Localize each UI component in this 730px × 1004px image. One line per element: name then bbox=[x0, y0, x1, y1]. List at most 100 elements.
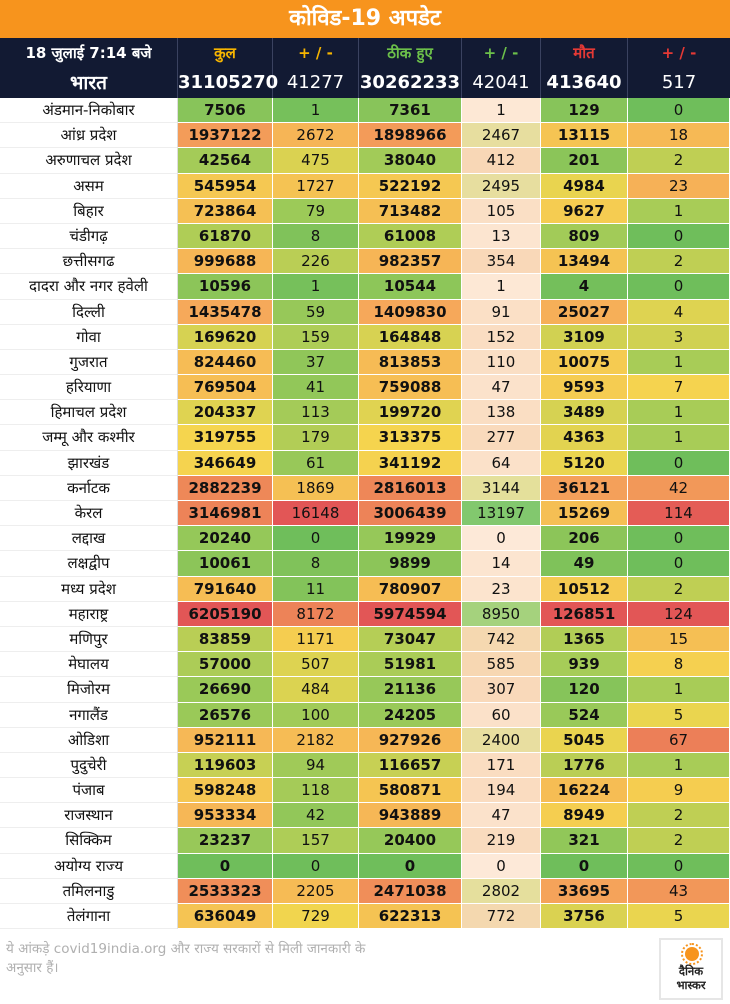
state-name: हिमाचल प्रदेश bbox=[0, 400, 178, 426]
table-row: हरियाणा 769504 41 759088 47 9593 7 bbox=[0, 375, 730, 401]
table-row: महाराष्ट्र 6205190 8172 5974594 8950 126851 12… bbox=[0, 601, 730, 627]
total-delta-cell: 2205 bbox=[273, 878, 359, 904]
recovered-cell: 10544 bbox=[359, 274, 462, 300]
total-delta-cell: 113 bbox=[273, 400, 359, 426]
total-delta-cell: 2672 bbox=[273, 123, 359, 149]
total-cell: 10061 bbox=[178, 551, 273, 577]
recovered-delta-cell: 91 bbox=[462, 299, 541, 325]
state-name: महाराष्ट्र bbox=[0, 601, 178, 627]
recovered-cell: 313375 bbox=[359, 425, 462, 451]
total-delta-cell: 61 bbox=[273, 450, 359, 476]
recovered-delta-cell: 138 bbox=[462, 400, 541, 426]
total-cell: 119603 bbox=[178, 752, 273, 779]
recovered-delta-cell: 2467 bbox=[462, 123, 541, 149]
national-total: 31105270 bbox=[178, 68, 278, 98]
deaths-delta-cell: 18 bbox=[628, 123, 730, 149]
recovered-delta-cell: 194 bbox=[462, 778, 541, 804]
state-name: मणिपुर bbox=[0, 626, 178, 653]
deaths-cell: 206 bbox=[541, 526, 628, 552]
total-delta-cell: 729 bbox=[273, 904, 359, 930]
deaths-delta-cell: 2 bbox=[628, 576, 730, 602]
total-delta-cell: 179 bbox=[273, 425, 359, 451]
table-row: ओडिशा 952111 2182 927926 2400 5045 67 bbox=[0, 727, 730, 753]
recovered-delta-cell: 1 bbox=[462, 274, 541, 300]
table-row: मध्य प्रदेश 791640 11 780907 23 10512 2 bbox=[0, 576, 730, 602]
deaths-delta-cell: 43 bbox=[628, 878, 730, 904]
recovered-delta-cell: 412 bbox=[462, 148, 541, 174]
total-delta-cell: 1869 bbox=[273, 475, 359, 501]
state-name: चंडीगढ़ bbox=[0, 223, 178, 250]
state-name: सिक्किम bbox=[0, 828, 178, 854]
state-name: केरल bbox=[0, 501, 178, 527]
deaths-delta-cell: 1 bbox=[628, 425, 730, 451]
table-row: सिक्किम 23237 157 20400 219 321 2 bbox=[0, 828, 730, 854]
deaths-delta-cell: 5 bbox=[628, 904, 730, 930]
recovered-cell: 61008 bbox=[359, 223, 462, 250]
deaths-delta-cell: 42 bbox=[628, 475, 730, 501]
state-name: दिल्ली bbox=[0, 299, 178, 325]
deaths-cell: 10512 bbox=[541, 576, 628, 602]
total-delta-cell: 1 bbox=[273, 274, 359, 300]
logo-line-1: दैनिक bbox=[678, 964, 704, 978]
table-row: जम्मू और कश्मीर 319755 179 313375 277 4363 1 bbox=[0, 425, 730, 451]
deaths-cell: 129 bbox=[541, 98, 628, 124]
table-row: झारखंड 346649 61 341192 64 5120 0 bbox=[0, 450, 730, 476]
recovered-delta-cell: 13 bbox=[462, 223, 541, 250]
table-row: छत्तीसगढ 999688 226 982357 354 13494 2 bbox=[0, 249, 730, 275]
deaths-delta-cell: 0 bbox=[628, 450, 730, 476]
table-row: दादरा और नगर हवेली 10596 1 10544 1 4 0 bbox=[0, 274, 730, 300]
recovered-cell: 19929 bbox=[359, 526, 462, 552]
table-row: पुदुचेरी 119603 94 116657 171 1776 1 bbox=[0, 752, 730, 779]
deaths-delta-cell: 0 bbox=[628, 223, 730, 250]
deaths-delta-cell: 1 bbox=[628, 752, 730, 779]
recovered-delta-cell: 47 bbox=[462, 375, 541, 401]
national-recovered: 30262233 bbox=[359, 68, 462, 98]
total-cell: 2882239 bbox=[178, 475, 273, 501]
total-cell: 769504 bbox=[178, 375, 273, 401]
recovered-delta-cell: 277 bbox=[462, 425, 541, 451]
state-table: अंडमान-निकोबार 7506 1 7361 1 129 0 आंध्र प्रदेश… bbox=[0, 98, 730, 930]
national-row: भारत 31105270 41277 30262233 42041 41364… bbox=[0, 68, 730, 98]
recovered-delta-cell: 3144 bbox=[462, 475, 541, 501]
total-cell: 42564 bbox=[178, 148, 273, 174]
total-cell: 10596 bbox=[178, 274, 273, 300]
recovered-cell: 943889 bbox=[359, 803, 462, 829]
table-row: बिहार 723864 79 713482 105 9627 1 bbox=[0, 198, 730, 224]
deaths-delta-cell: 4 bbox=[628, 299, 730, 325]
deaths-delta-cell: 23 bbox=[628, 173, 730, 199]
total-cell: 83859 bbox=[178, 626, 273, 653]
deaths-cell: 120 bbox=[541, 677, 628, 703]
total-cell: 791640 bbox=[178, 576, 273, 602]
total-cell: 26690 bbox=[178, 677, 273, 703]
deaths-delta-cell: 7 bbox=[628, 375, 730, 401]
total-cell: 7506 bbox=[178, 98, 273, 124]
total-delta-cell: 484 bbox=[273, 677, 359, 703]
state-name: अरुणाचल प्रदेश bbox=[0, 148, 178, 174]
recovered-delta-cell: 47 bbox=[462, 803, 541, 829]
national-name: भारत bbox=[0, 68, 178, 98]
total-cell: 598248 bbox=[178, 778, 273, 804]
total-cell: 61870 bbox=[178, 223, 273, 250]
total-delta-cell: 507 bbox=[273, 652, 359, 678]
deaths-delta-cell: 0 bbox=[628, 274, 730, 300]
deaths-cell: 1776 bbox=[541, 752, 628, 779]
deaths-cell: 13115 bbox=[541, 123, 628, 149]
table-row: राजस्थान 953334 42 943889 47 8949 2 bbox=[0, 803, 730, 829]
total-delta-cell: 8 bbox=[273, 551, 359, 577]
recovered-cell: 116657 bbox=[359, 752, 462, 779]
total-cell: 1435478 bbox=[178, 299, 273, 325]
deaths-delta-cell: 2 bbox=[628, 803, 730, 829]
table-row: असम 545954 1727 522192 2495 4984 23 bbox=[0, 173, 730, 199]
total-cell: 723864 bbox=[178, 198, 273, 224]
total-delta-cell: 11 bbox=[273, 576, 359, 602]
recovered-cell: 813853 bbox=[359, 349, 462, 376]
total-cell: 20240 bbox=[178, 526, 273, 552]
recovered-cell: 38040 bbox=[359, 148, 462, 174]
state-name: लद्दाख bbox=[0, 526, 178, 552]
deaths-cell: 3109 bbox=[541, 324, 628, 350]
recovered-cell: 24205 bbox=[359, 702, 462, 728]
deaths-cell: 15269 bbox=[541, 501, 628, 527]
logo-line-2: भास्कर bbox=[676, 978, 706, 992]
state-name: राजस्थान bbox=[0, 803, 178, 829]
deaths-delta-cell: 5 bbox=[628, 702, 730, 728]
